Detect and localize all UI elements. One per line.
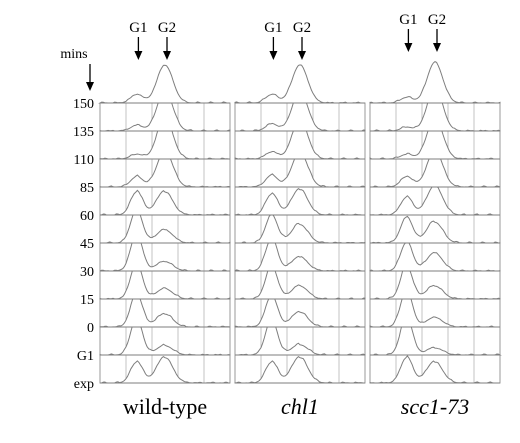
histogram-trace <box>370 264 501 300</box>
marker-g2: G2 <box>428 12 446 28</box>
traces-chl1 <box>234 64 366 384</box>
marker-arrow-head <box>298 51 306 60</box>
row-label: 110 <box>74 153 94 168</box>
row-label: 60 <box>80 209 94 224</box>
panel-title: wild-type <box>123 394 207 419</box>
marker-arrow-head <box>404 43 413 52</box>
histogram-trace <box>234 64 365 104</box>
histogram-trace <box>100 355 230 384</box>
histogram-trace <box>98 64 230 104</box>
histogram-trace <box>235 264 366 300</box>
histogram-trace <box>234 237 365 272</box>
axis-labels: mins <box>60 47 94 91</box>
traces-wild-type <box>98 64 231 384</box>
histogram-trace <box>369 61 501 104</box>
histogram-traces <box>98 61 502 384</box>
histogram-trace <box>369 240 501 272</box>
mins-arrow <box>86 64 94 91</box>
histogram-trace <box>234 294 365 328</box>
marker-g2: G2 <box>158 20 176 36</box>
panel-titles: wild-type chl1 scc1-73 <box>123 394 469 419</box>
histogram-trace <box>370 215 501 244</box>
histogram-trace <box>234 355 365 384</box>
marker-g2: G2 <box>293 20 311 36</box>
marker-arrow-head <box>163 51 171 60</box>
row-label: 85 <box>80 181 94 196</box>
histogram-trace <box>99 189 230 216</box>
histogram-trace <box>99 292 231 328</box>
histogram-trace <box>369 355 500 384</box>
histogram-trace <box>234 187 365 216</box>
row-label: 45 <box>80 237 94 252</box>
marker-arrow-head <box>269 51 278 60</box>
marker-g1: G1 <box>129 20 147 36</box>
histogram-trace <box>369 184 500 216</box>
panel-title: chl1 <box>281 394 319 419</box>
marker-g1: G1 <box>399 12 417 28</box>
row-label: 150 <box>73 97 94 112</box>
marker-arrow-head <box>134 51 143 60</box>
phase-markers: G1 G2 G1 G2 G1 G2 <box>129 12 446 60</box>
row-label: G1 <box>77 349 94 364</box>
row-label: exp <box>74 377 94 392</box>
marker-arrow-head <box>433 43 441 52</box>
marker-g1: G1 <box>264 20 282 36</box>
histogram-trace <box>235 213 366 244</box>
panel-title: scc1-73 <box>401 394 469 419</box>
row-label: 15 <box>80 293 94 308</box>
row-label: 0 <box>87 321 94 336</box>
row-label: 135 <box>73 125 94 140</box>
mins-label: mins <box>60 47 87 62</box>
traces-scc1-73 <box>369 61 502 384</box>
row-label: 30 <box>80 265 94 280</box>
histogram-trace <box>100 208 231 244</box>
